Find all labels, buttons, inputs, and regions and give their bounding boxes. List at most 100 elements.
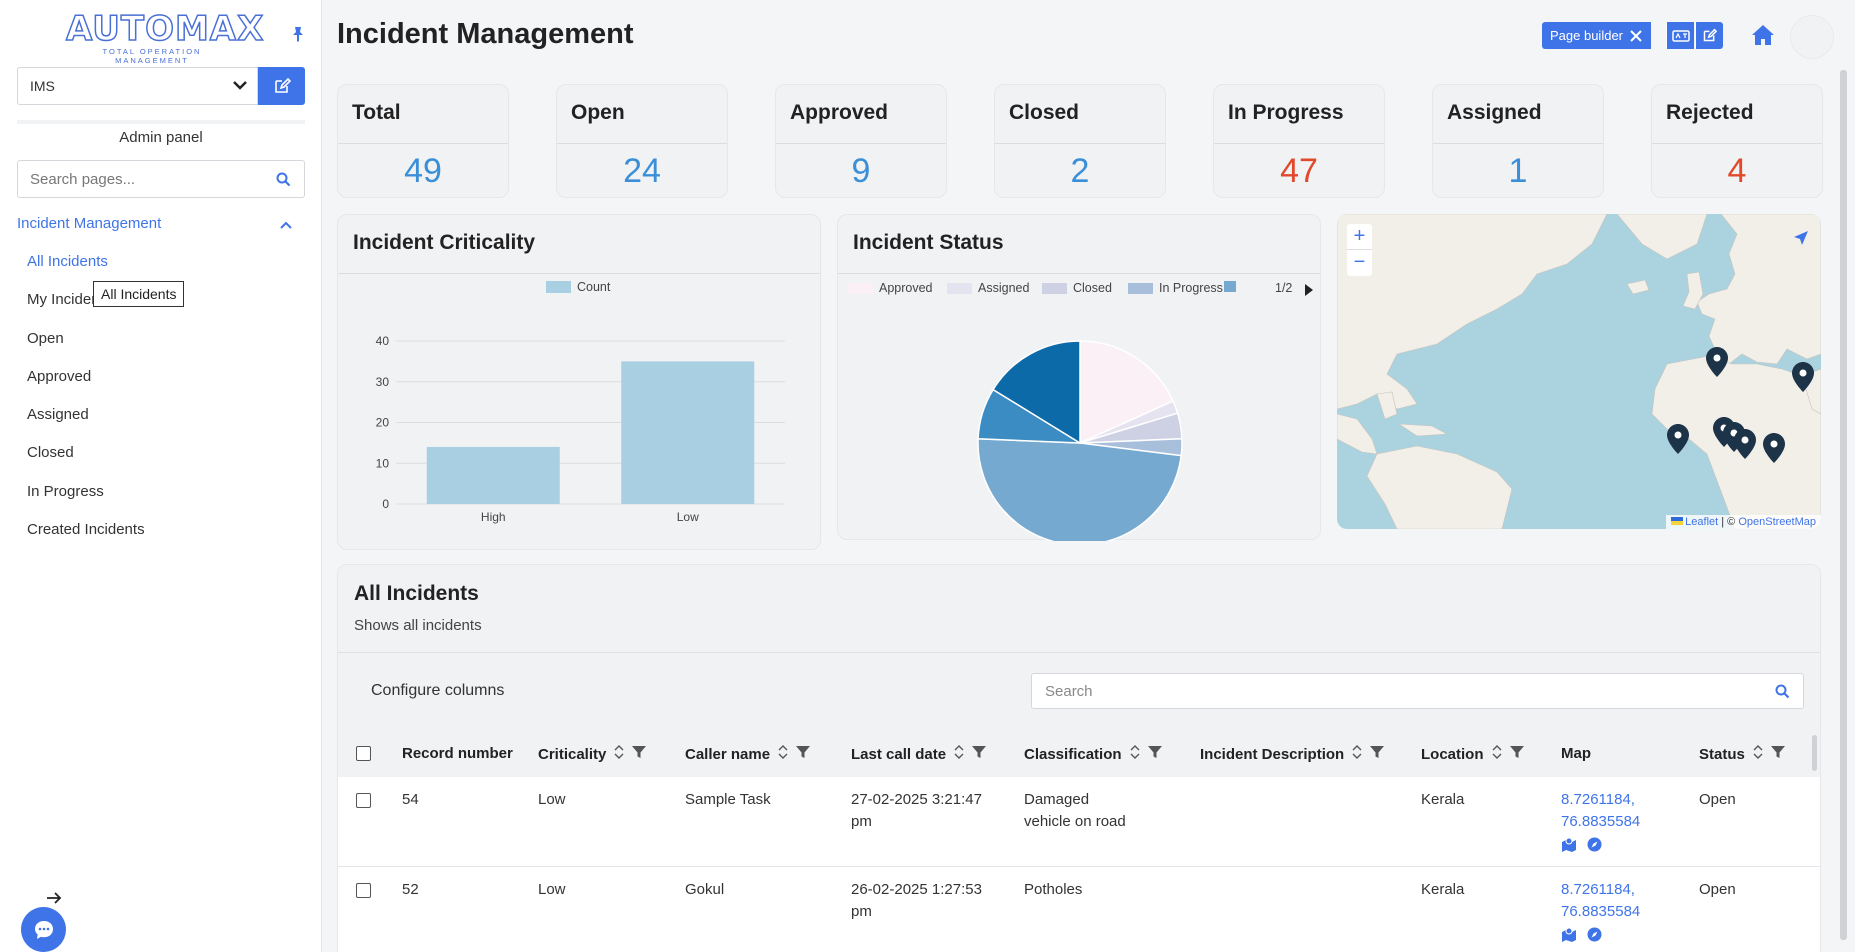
cell-status: Open: [1699, 881, 1736, 898]
search-icon[interactable]: [1775, 684, 1790, 703]
language-button[interactable]: [1666, 22, 1694, 49]
page-builder-button[interactable]: Page builder: [1542, 22, 1651, 49]
filter-icon[interactable]: [796, 745, 811, 763]
leaflet-link[interactable]: Leaflet: [1685, 516, 1719, 528]
zoom-out-button[interactable]: −: [1347, 250, 1372, 276]
cell-map-link[interactable]: 8.7261184, 76.8835584: [1561, 791, 1641, 830]
legend-item[interactable]: Approved: [848, 281, 933, 295]
map-marker[interactable]: [1734, 429, 1756, 463]
status-chart-panel: Incident Status Approved Assigned Closed In…: [837, 214, 1321, 541]
nav-group-incident-management[interactable]: Incident Management: [17, 215, 305, 232]
col-criticality[interactable]: Criticality: [538, 745, 647, 763]
legend-item[interactable]: [1224, 281, 1236, 292]
sidebar-item-closed[interactable]: Closed: [27, 444, 74, 461]
filter-icon[interactable]: [1509, 745, 1524, 763]
sort-icon[interactable]: [1492, 745, 1502, 763]
filter-icon[interactable]: [1370, 745, 1385, 763]
row-checkbox[interactable]: [356, 793, 371, 808]
kpi-value: 4: [1727, 152, 1747, 190]
filter-icon[interactable]: [632, 745, 647, 763]
col-classification[interactable]: Classification: [1024, 745, 1162, 763]
row-checkbox[interactable]: [356, 883, 371, 898]
col-location[interactable]: Location: [1421, 745, 1524, 763]
pie-slice: [1079, 340, 1174, 445]
page-scrollbar[interactable]: [1840, 70, 1847, 940]
translate-icon: [1671, 29, 1690, 42]
page-search-input[interactable]: Search pages...: [17, 160, 305, 198]
sort-icon[interactable]: [1352, 745, 1362, 763]
col-record-number[interactable]: Record number: [402, 745, 513, 762]
select-all-checkbox[interactable]: [356, 746, 371, 761]
table-header: Record number Criticality Caller name La…: [338, 731, 1820, 777]
compass-icon[interactable]: [1587, 927, 1602, 946]
configure-columns-button[interactable]: Configure columns: [371, 682, 505, 699]
table-title: All Incidents: [354, 582, 479, 605]
avatar[interactable]: [1790, 15, 1834, 59]
legend-item[interactable]: Assigned: [947, 281, 1029, 295]
filter-icon[interactable]: [1770, 745, 1785, 763]
sort-icon[interactable]: [1130, 745, 1140, 763]
y-tick-label: 10: [376, 456, 390, 470]
page-builder-label: Page builder: [1550, 28, 1623, 43]
map-marker[interactable]: [1667, 424, 1689, 458]
locate-icon[interactable]: [1793, 230, 1809, 250]
map-marker[interactable]: [1706, 347, 1728, 381]
sidebar-item-in-progress[interactable]: In Progress: [27, 483, 104, 500]
sidebar-item-approved[interactable]: Approved: [27, 368, 92, 385]
col-map[interactable]: Map: [1561, 745, 1591, 762]
legend-page-indicator: 1/2: [1275, 281, 1293, 295]
sort-icon[interactable]: [614, 745, 624, 763]
kpi-card-in-progress: In Progress 47: [1213, 84, 1385, 198]
osm-link[interactable]: OpenStreetMap: [1738, 516, 1816, 528]
cell-caller: Sample Task: [685, 791, 771, 808]
sidebar-item-all-incidents[interactable]: All Incidents: [27, 253, 108, 270]
sort-icon[interactable]: [1753, 745, 1763, 763]
cell-map-link[interactable]: 8.7261184, 76.8835584: [1561, 881, 1641, 920]
criticality-bar-chart: Count 0 10 20 30 40 High Low: [376, 280, 785, 524]
cell-caller: Gokul: [685, 881, 725, 898]
compass-icon[interactable]: [1587, 837, 1602, 856]
legend-label: Assigned: [978, 281, 1030, 295]
legend-item[interactable]: Closed: [1042, 281, 1112, 295]
col-last-call-date[interactable]: Last call date: [851, 745, 987, 763]
col-incident-description[interactable]: Incident Description: [1200, 745, 1385, 763]
legend-item[interactable]: In Progress: [1128, 281, 1223, 295]
app-edit-button[interactable]: [258, 67, 305, 105]
kpi-card-rejected: Rejected 4: [1651, 84, 1823, 198]
cell-criticality: Low: [538, 791, 566, 808]
edit-page-button[interactable]: [1695, 22, 1723, 49]
app-select[interactable]: IMS: [17, 67, 258, 105]
search-icon[interactable]: [276, 172, 291, 191]
table-search-input[interactable]: Search: [1031, 673, 1804, 709]
collapse-sidebar-icon[interactable]: [46, 891, 62, 909]
kpi-card-approved: Approved 9: [775, 84, 947, 198]
logo-subtitle: TOTAL OPERATION MANAGEMENT: [102, 47, 202, 65]
sidebar-item-my-incidents[interactable]: My Incidents: [27, 291, 112, 308]
filter-icon[interactable]: [1147, 745, 1162, 763]
table-row[interactable]: 52 Low Gokul 26-02-2025 1:27:53 pm Pothol…: [338, 867, 1820, 952]
map-marker[interactable]: [1763, 433, 1785, 467]
col-status[interactable]: Status: [1699, 745, 1785, 763]
incident-map[interactable]: + − Leaflet | © OpenStreetMap: [1337, 214, 1821, 529]
map-marker[interactable]: [1792, 362, 1814, 396]
col-caller-name[interactable]: Caller name: [685, 745, 811, 763]
sidebar-item-created-incidents[interactable]: Created Incidents: [27, 521, 145, 538]
table-scrollbar[interactable]: [1812, 735, 1817, 771]
kpi-label: Closed: [1009, 101, 1080, 124]
sidebar-item-assigned[interactable]: Assigned: [27, 406, 89, 423]
sort-icon[interactable]: [954, 745, 964, 763]
legend-next-icon[interactable]: [1304, 283, 1314, 301]
app-select-value: IMS: [30, 78, 55, 94]
zoom-in-button[interactable]: +: [1347, 224, 1372, 250]
pin-icon[interactable]: [290, 26, 306, 42]
map-view-icon[interactable]: [1561, 837, 1577, 856]
chat-button[interactable]: [21, 907, 66, 952]
kpi-card-open: Open 24: [556, 84, 728, 198]
sort-icon[interactable]: [778, 745, 788, 763]
map-view-icon[interactable]: [1561, 927, 1577, 946]
sidebar-item-open[interactable]: Open: [27, 330, 64, 347]
table-row[interactable]: 54 Low Sample Task 27-02-2025 3:21:47 pm …: [338, 777, 1820, 867]
filter-icon[interactable]: [972, 745, 987, 763]
home-icon[interactable]: [1751, 24, 1775, 50]
chart-title: Incident Criticality: [353, 231, 536, 254]
